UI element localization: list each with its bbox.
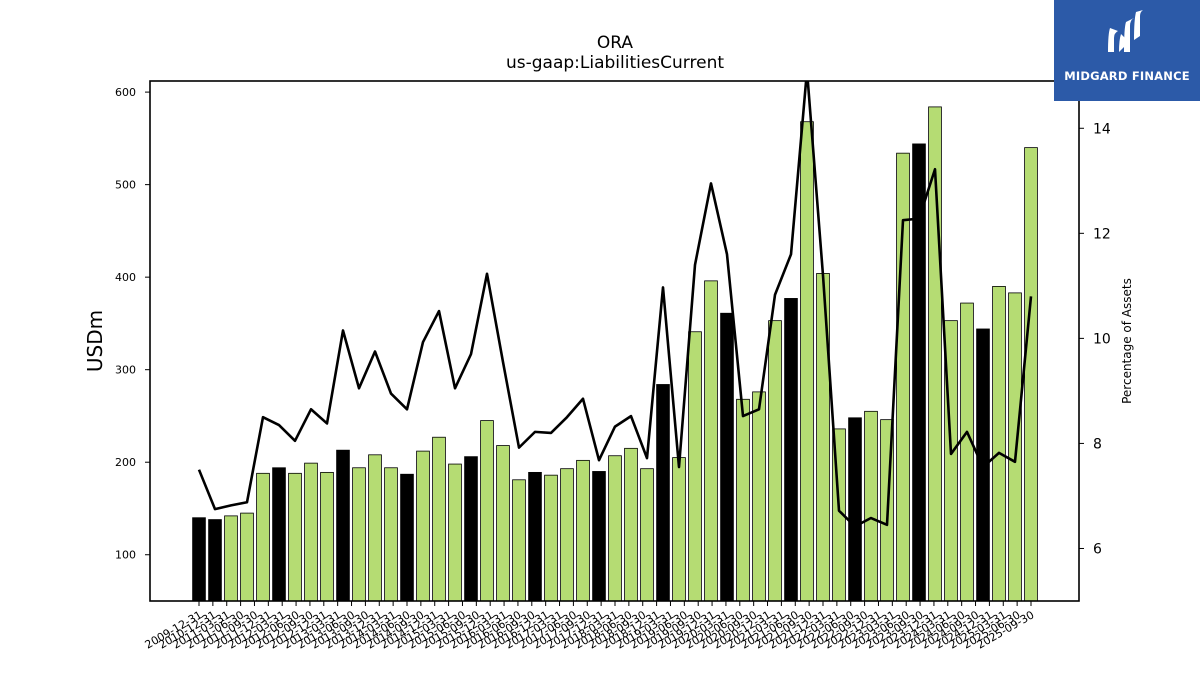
bar [624,447,638,602]
bar [576,459,590,602]
bar [720,312,734,602]
y-tick-label: 600 [115,86,136,99]
bar [544,474,558,602]
bar [656,384,670,602]
bar [384,467,398,602]
y-tick-label: 200 [115,456,136,469]
bar [960,302,974,602]
bar [256,472,270,602]
y2-tick-label: 8 [1093,436,1102,452]
bar [464,456,478,602]
bar [992,286,1006,602]
bar [416,450,430,602]
bar [496,445,510,602]
bar [272,467,286,602]
chart-subtitle: us-gaap:LiabilitiesCurrent [506,53,724,73]
bar [672,457,686,602]
bar [512,479,526,602]
bar [704,280,718,602]
bar [864,410,878,602]
bar [368,454,382,602]
bar [912,143,926,602]
bar [640,468,654,602]
bar [528,471,542,602]
bar [432,436,446,602]
bar [224,515,238,602]
bar [736,398,750,602]
y-axis-left: 100 200 300 400 500 600 [115,86,150,562]
y2-tick-label: 10 [1093,331,1111,347]
bar [400,473,414,602]
bars-group [192,106,1038,602]
bar [288,472,302,602]
bar [352,467,366,602]
ratio-line [197,81,1033,528]
bar [800,121,814,602]
bar [784,298,798,602]
bar [1008,292,1022,602]
chart-title: ORA [597,33,634,53]
y2-tick-label: 14 [1093,121,1111,137]
y-axis-label: USDm [83,310,107,372]
bar [592,471,606,602]
bar [560,468,574,602]
bar [768,320,782,602]
bar [688,331,702,602]
bar [304,462,318,602]
bar [448,463,462,602]
x-axis: 2009-12-312010-12-312011-03-312011-06-30… [143,601,1037,652]
bar [1024,147,1038,602]
bar [320,471,334,602]
y-tick-label: 400 [115,271,136,284]
watermark-text: MIDGARD FINANCE [1064,69,1190,83]
midgard-logo-icon [1108,10,1143,52]
y2-tick-label: 6 [1093,541,1102,557]
bar [752,391,766,602]
bar [208,519,222,602]
y2-tick-label: 12 [1093,226,1111,242]
y-tick-label: 300 [115,364,136,377]
bar [608,455,622,602]
bar [848,417,862,602]
bar [336,449,350,602]
bar [192,517,206,602]
y2-axis-label: Percentage of Assets [1120,278,1134,404]
y-tick-label: 500 [115,179,136,192]
bar [480,420,494,602]
y-axis-right: 6 8 10 12 14 [1079,121,1111,557]
y-tick-label: 100 [115,549,136,562]
watermark-logo: MIDGARD FINANCE [1054,0,1200,101]
bar [240,512,254,602]
